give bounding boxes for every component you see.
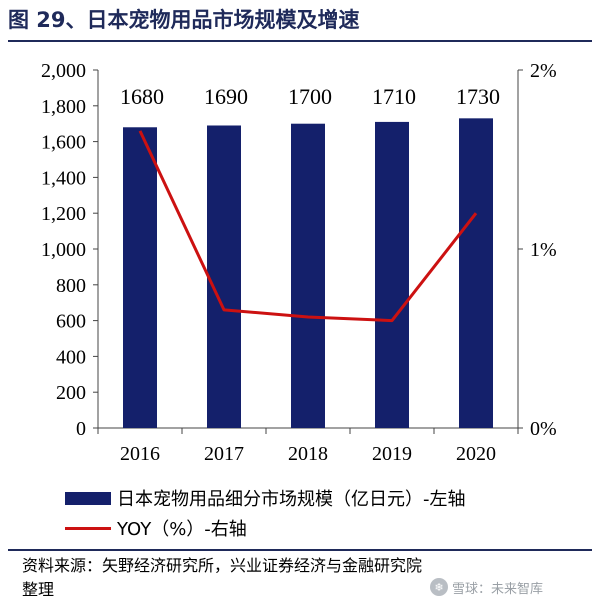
footer-divider — [8, 549, 592, 551]
bar-value-label: 1700 — [288, 84, 332, 109]
bar — [375, 121, 409, 428]
left-tick-label: 200 — [56, 382, 86, 404]
x-tick-label: 2017 — [204, 443, 244, 465]
left-tick-label: 1,600 — [41, 132, 86, 154]
left-tick-label: 600 — [56, 311, 86, 333]
source-note: 资料来源：矢野经济研究所，兴业证券经济与金融研究院整理 — [22, 556, 423, 599]
left-tick-label: 1,400 — [41, 167, 86, 189]
bar — [123, 127, 157, 428]
bar-value-label: 1730 — [456, 84, 500, 109]
legend-item-bar: 日本宠物用品细分市场规模（亿日元）-左轴 — [65, 484, 466, 512]
bar — [207, 125, 241, 429]
bar — [291, 123, 325, 428]
left-tick-label: 2,000 — [41, 60, 86, 82]
legend-bar-swatch — [65, 491, 111, 505]
bar — [459, 118, 493, 428]
x-tick-label: 2018 — [288, 443, 328, 465]
left-tick-label: 400 — [56, 346, 86, 368]
legend-bar-label: 日本宠物用品细分市场规模（亿日元）-左轴 — [117, 489, 466, 510]
left-tick-label: 800 — [56, 275, 86, 297]
legend-line-label: YOY（%）-右轴 — [117, 519, 247, 540]
left-tick-label: 1,200 — [41, 203, 86, 225]
x-tick-label: 2020 — [456, 443, 496, 465]
watermark-text: 雪球：未来智库 — [452, 581, 544, 597]
right-tick-label: 1% — [530, 239, 557, 261]
bar-value-label: 1690 — [204, 84, 248, 109]
watermark: ❄ 雪球：未来智库 — [430, 575, 598, 599]
legend-item-line: YOY（%）-右轴 — [65, 514, 247, 542]
left-tick-label: 1,800 — [41, 96, 86, 118]
title-divider — [8, 40, 592, 42]
bar-value-label: 1710 — [372, 84, 416, 109]
right-tick-label: 0% — [530, 418, 557, 440]
x-tick-label: 2016 — [120, 443, 160, 465]
left-tick-label: 0 — [76, 418, 86, 440]
right-tick-label: 2% — [530, 60, 557, 82]
snowball-icon: ❄ — [430, 578, 448, 596]
chart-area: 0 200 400 600 800 1,000 1,200 1,400 1,600 1,800 2,… — [41, 60, 557, 465]
bar-value-label: 1680 — [120, 84, 164, 109]
chart-legend: 日本宠物用品细分市场规模（亿日元）-左轴 YOY（%）-右轴 — [0, 480, 600, 548]
yoy-line — [138, 130, 478, 323]
left-tick-label: 1,000 — [41, 239, 86, 261]
figure-title: 图 29、日本宠物用品市场规模及增速 — [8, 8, 360, 32]
legend-line-swatch — [65, 526, 111, 530]
x-tick-label: 2019 — [372, 443, 412, 465]
